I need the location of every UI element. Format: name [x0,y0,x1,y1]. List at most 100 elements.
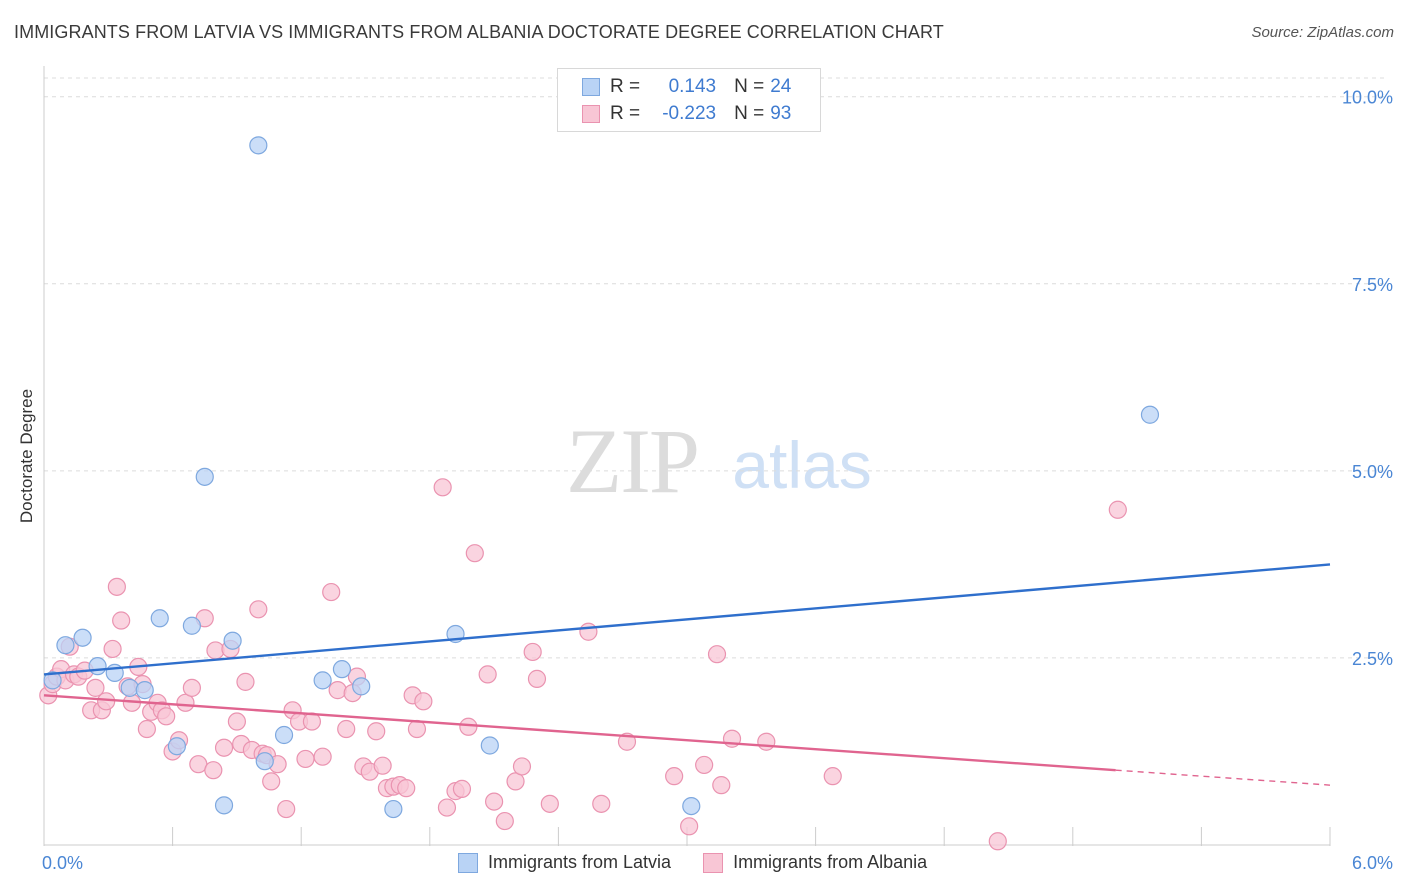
latvia-point [274,725,294,745]
latvia-n-label: N = [734,76,765,97]
latvia-point [384,799,403,819]
latvia-point [249,136,268,155]
albania-point [214,738,234,757]
albania-point [437,798,457,817]
latvia-point [182,616,201,635]
albania-point [328,681,347,700]
albania-point [823,767,842,786]
albania-point [523,642,542,662]
albania-point [86,678,105,697]
albania-point [988,832,1007,851]
albania-point [707,645,727,664]
latvia-r-value: 0.143 [668,76,717,97]
albania-legend-swatch [703,852,724,873]
albania-point [296,749,315,769]
latvia-n-value: 24 [770,76,792,97]
albania-n-value: 93 [770,103,792,124]
albania-point [540,794,559,813]
albania-point [206,641,225,660]
albania-point [1108,500,1127,519]
albania-point [112,611,131,630]
albania-point [322,582,341,602]
legend-row-albania: R = -0.223 N = 93 [582,102,791,126]
latvia-point [313,671,332,690]
albania-point [665,767,684,786]
latvia-legend-label: Immigrants from Latvia [488,852,672,872]
albania-point [236,672,255,691]
albania-point [227,712,246,731]
latvia-point [88,657,107,676]
albania-point [373,756,392,775]
albania-point [527,669,547,688]
albania-r-label: R = [610,103,641,124]
albania-point [277,799,296,819]
latvia-point [1140,405,1160,424]
correlation-legend: R = 0.143 N = 24 R = -0.223 N = 93 [557,68,821,132]
y-tick-label: 5.0% [1352,462,1393,482]
legend-item-albania[interactable]: Immigrants from Albania [703,852,927,873]
albania-point [579,622,598,641]
latvia-point [135,681,154,700]
albania-point [97,692,116,711]
watermark-atlas: atlas [732,428,871,502]
albania-point [176,693,195,712]
albania-point [414,692,433,711]
albania-point [397,779,416,798]
albania-point [313,747,332,766]
albania-point [478,665,497,684]
watermark-zip: ZIP [566,410,698,512]
albania-point [204,761,223,780]
albania-point [757,732,776,751]
latvia-point [120,678,139,697]
latvia-point [73,628,92,647]
latvia-point [682,796,701,816]
albania-point [712,776,731,795]
albania-point [465,544,484,563]
albania-trend-line [43,694,1116,772]
albania-point [137,719,156,739]
albania-point [459,717,478,736]
y-tick-label: 2.5% [1352,649,1393,669]
albania-swatch [582,105,600,123]
albania-point [680,817,699,836]
x-tick-label-end: 6.0% [1352,853,1393,873]
latvia-trend-line [43,563,1331,676]
latvia-swatch [582,78,600,96]
albania-point [433,478,452,497]
y-tick-label: 7.5% [1352,275,1393,295]
latvia-point [223,631,242,650]
latvia-point [56,636,75,655]
latvia-point [480,736,499,755]
albania-point [512,757,532,776]
albania-point [495,811,514,831]
albania-point [103,639,122,659]
legend-item-latvia[interactable]: Immigrants from Latvia [458,852,671,873]
albania-legend-label: Immigrants from Albania [733,852,928,872]
albania-point [506,772,525,791]
albania-point [452,779,472,798]
latvia-point [332,660,352,679]
albania-point [367,722,386,741]
latvia-legend-swatch [458,852,478,873]
chart-title: IMMIGRANTS FROM LATVIA VS IMMIGRANTS FRO… [14,22,944,42]
albania-point [407,719,427,739]
albania-point [695,755,714,775]
albania-point [157,707,176,726]
albania-point [249,600,268,619]
latvia-point [255,752,274,771]
latvia-point [214,796,234,815]
x-tick-label-start: 0.0% [42,853,83,873]
latvia-point [352,677,371,696]
latvia-point [43,671,62,690]
y-tick-label: 10.0% [1342,88,1393,108]
albania-point [592,794,611,813]
albania-r-value: -0.223 [662,103,717,124]
albania-point [262,772,281,791]
source-label: Source: ZipAtlas.com [1251,24,1394,41]
albania-point [107,577,126,596]
albania-point [337,719,356,739]
latvia-r-label: R = [610,76,641,97]
latvia-point [150,609,169,628]
latvia-point [195,467,214,486]
